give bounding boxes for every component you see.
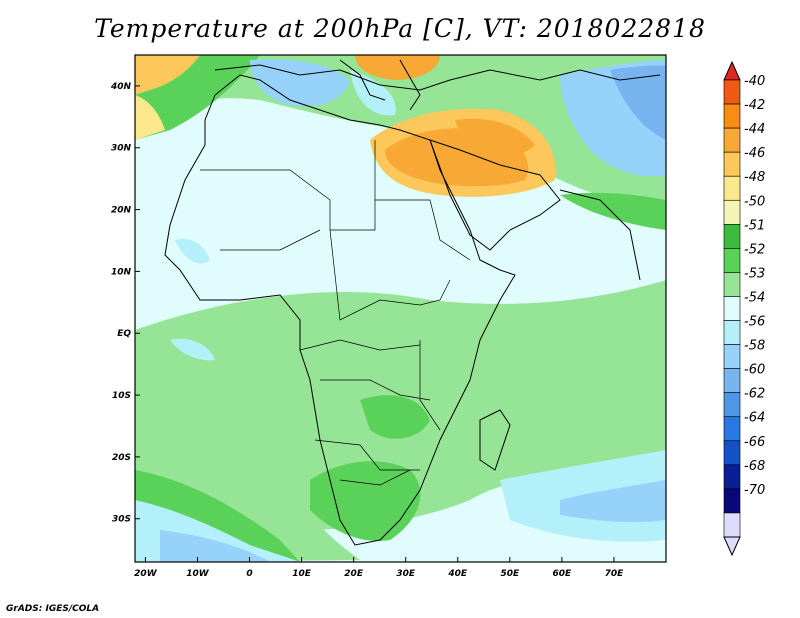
lat-tick-label: 30S <box>112 515 131 525</box>
lat-tick-label: 20N <box>111 206 132 216</box>
border-sudan <box>375 199 471 261</box>
field-minus52-southafrica <box>310 461 421 541</box>
map-frame <box>134 54 667 563</box>
country-borders <box>200 140 471 486</box>
colorbar-label: -42 <box>744 98 765 113</box>
colorbar-swatch <box>723 368 741 393</box>
colorbar-label: -68 <box>744 459 765 474</box>
africa-coastline <box>164 74 516 546</box>
map-title: Temperature at 200hPa [C], VT: 201802281… <box>94 14 706 43</box>
axis-ticks: 20W 10W 0 10E 20E 30E 40E 50E 60E 70E 40N 30N 20N 10N… <box>110 82 624 579</box>
greece-coastline <box>399 59 421 111</box>
colorbar-swatch <box>723 103 741 129</box>
colorbar-label: -40 <box>744 74 765 89</box>
colorbar-label: -50 <box>744 194 765 209</box>
field-minus58-se <box>560 480 666 523</box>
colorbar-label: -44 <box>744 122 765 137</box>
colorbar-bottom-arrow <box>723 536 741 557</box>
colorbar-label: -48 <box>744 170 765 185</box>
lat-tick-label: EQ <box>117 329 131 339</box>
colorbar-top-arrow <box>723 60 741 81</box>
colorbar-swatch <box>723 248 741 273</box>
field-minus56-gulf <box>170 338 215 361</box>
colorbar-label: -51 <box>744 218 765 233</box>
colorbar-swatch <box>723 344 741 369</box>
field-minus46-europe <box>355 55 440 80</box>
lat-tick-label: 40N <box>110 82 132 92</box>
lon-tick-label: 20E <box>344 569 364 579</box>
colorbar-swatch <box>723 272 741 297</box>
india-coastline <box>559 189 641 281</box>
italy-coastline <box>339 59 386 101</box>
lon-tick-label: 70E <box>605 569 625 579</box>
colorbar-swatch <box>723 392 741 418</box>
colorbar-swatch <box>723 488 741 514</box>
colorbar-label: -53 <box>744 266 765 281</box>
border-congo <box>299 339 421 351</box>
lat-tick-label: 30N <box>111 144 132 154</box>
border-botswana <box>339 469 411 486</box>
lon-tick-label: 40E <box>447 569 468 579</box>
colorbar: -40 -42 -44 -46 -48 -50 -51 -52 -53 -54 -56 -58 -60 -… <box>723 60 765 557</box>
border-sahel <box>220 229 321 251</box>
border-namibia <box>314 439 420 471</box>
lon-tick-label: 10W <box>186 569 210 579</box>
field-minus50-atlantic <box>135 95 165 140</box>
colorbar-label: -66 <box>744 435 765 450</box>
lon-tick-label: 30E <box>396 569 416 579</box>
field-minus56-aegean <box>350 70 396 116</box>
lon-tick-label: 60E <box>553 569 573 579</box>
colorbar-swatch <box>723 296 741 321</box>
colorbar-label: -70 <box>744 483 765 498</box>
colorbar-swatch <box>723 224 741 249</box>
border-angola <box>320 379 431 401</box>
lon-tick-label: 20W <box>134 569 158 579</box>
field-minus52-zambia <box>360 395 430 439</box>
lon-tick-label: 0 <box>246 569 252 579</box>
grads-credit: GrADS: IGES/COLA <box>6 604 100 614</box>
field-minus58-sw <box>160 530 270 562</box>
colorbar-swatch <box>723 127 741 153</box>
colorbar-swatch <box>723 175 741 201</box>
colorbar-label: -62 <box>744 387 765 402</box>
field-minus58-mediterranean <box>250 59 350 107</box>
lat-tick-label: 10N <box>111 267 132 277</box>
colorbar-label: -54 <box>744 290 765 305</box>
lon-tick-label: 10E <box>292 569 312 579</box>
colorbar-swatch <box>723 199 741 225</box>
field-minus60-asia <box>610 65 666 140</box>
lat-tick-label: 20S <box>112 453 131 463</box>
colorbar-swatch <box>723 440 741 466</box>
temperature-field <box>135 55 666 562</box>
colorbar-swatch <box>723 79 741 105</box>
europe-coastline <box>214 64 661 91</box>
lon-tick-label: 50E <box>500 569 520 579</box>
field-minus56-westafrica <box>175 238 210 264</box>
colorbar-swatch <box>723 464 741 490</box>
coastlines <box>164 59 661 546</box>
border-central <box>329 229 451 321</box>
lat-tick-label: 10S <box>112 391 131 401</box>
border-sahara <box>200 140 376 231</box>
field-minus52-arabian <box>560 192 666 230</box>
madagascar-coastline <box>479 409 511 471</box>
arabia-coastline <box>429 139 561 251</box>
colorbar-label: -46 <box>744 146 765 161</box>
colorbar-swatch <box>723 320 741 345</box>
colorbar-label: -56 <box>744 315 765 330</box>
colorbar-swatch <box>723 512 741 538</box>
colorbar-swatch <box>723 151 741 177</box>
field-minus46-persia <box>455 118 535 157</box>
field-minus48-atlantic-north <box>135 55 200 95</box>
border-east <box>419 340 441 431</box>
colorbar-label: -58 <box>744 339 765 354</box>
colorbar-label: -60 <box>744 363 765 378</box>
colorbar-label: -64 <box>744 411 765 426</box>
colorbar-label: -52 <box>744 242 765 257</box>
colorbar-swatch <box>723 416 741 442</box>
